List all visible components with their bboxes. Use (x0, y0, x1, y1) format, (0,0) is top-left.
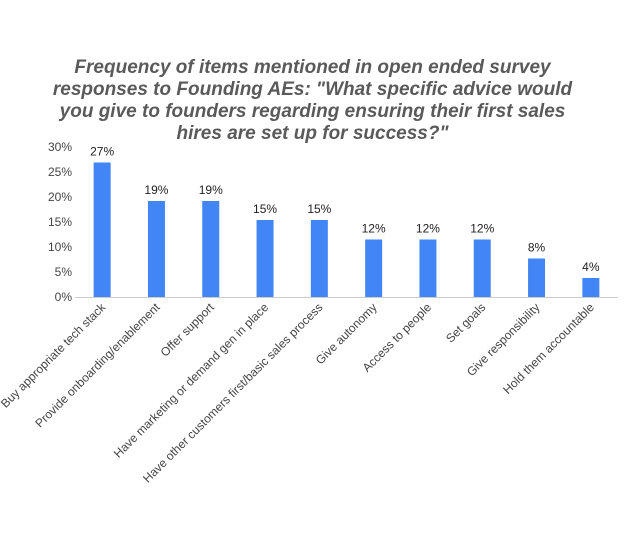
data-label: 27% (90, 145, 114, 159)
data-label: 15% (253, 202, 277, 216)
x-category-label: Hold them accountable (500, 300, 597, 397)
data-label: 19% (144, 183, 168, 197)
y-tick-label: 30% (48, 140, 72, 154)
bar (528, 258, 546, 297)
bar (147, 201, 165, 297)
y-tick-label: 20% (48, 190, 72, 204)
x-category-label: Set goals (443, 300, 488, 345)
data-label: 15% (307, 202, 331, 216)
data-label: 12% (470, 222, 494, 236)
y-tick-label: 15% (48, 215, 72, 229)
bar (419, 239, 437, 297)
data-label: 4% (582, 260, 600, 274)
bar (473, 239, 491, 297)
y-tick-label: 10% (48, 240, 72, 254)
bar (582, 278, 600, 297)
bar (256, 220, 274, 297)
y-tick-label: 25% (48, 165, 72, 179)
y-tick-label: 5% (55, 265, 73, 279)
chart-title: Frequency of items mentioned in open end… (52, 57, 573, 144)
bar (310, 220, 328, 297)
data-label: 12% (416, 222, 440, 236)
data-label: 8% (528, 241, 546, 255)
bar (93, 162, 111, 297)
bar (365, 239, 383, 297)
y-tick-label: 0% (55, 290, 73, 304)
x-category-label: Offer support (158, 300, 218, 360)
x-category-label: Buy appropriate tech stack (0, 300, 109, 411)
data-label: 12% (362, 222, 386, 236)
bar (202, 201, 220, 297)
data-label: 19% (199, 183, 223, 197)
